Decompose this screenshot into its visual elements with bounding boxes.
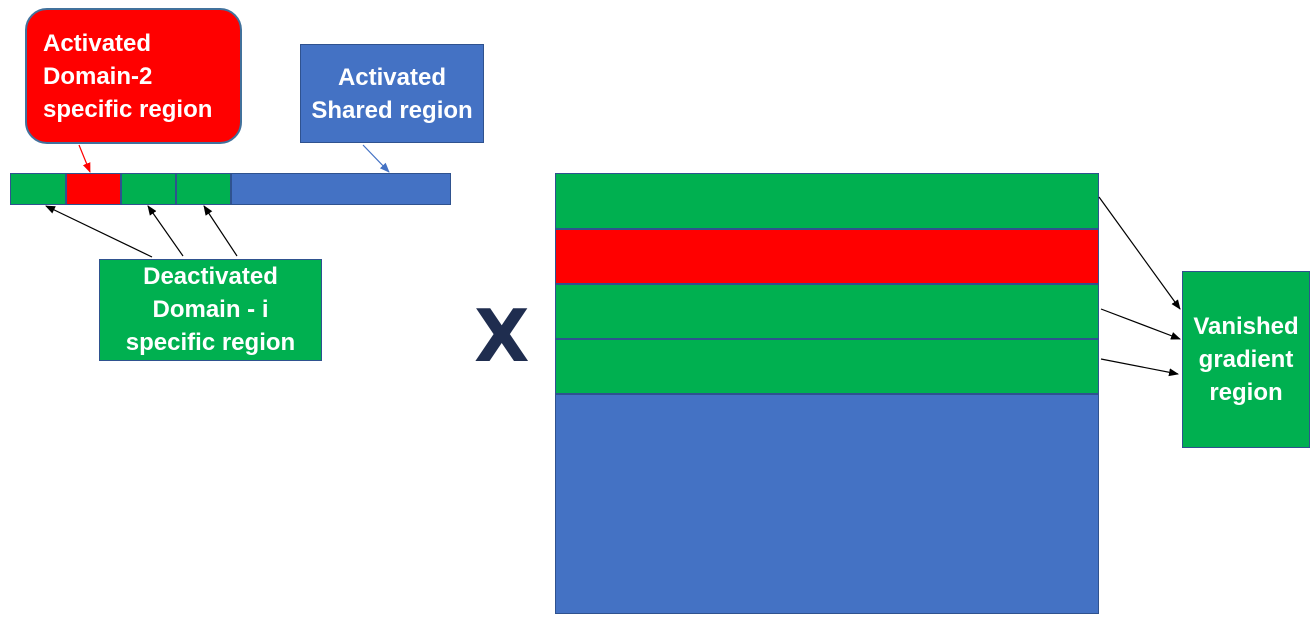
- activated-domain2-line2: Domain-2: [43, 63, 153, 90]
- vector-segment-domain-1: [10, 173, 66, 205]
- vector-segment-domain-2: [66, 173, 121, 205]
- vanished-gradient-label: Vanished gradient region: [1182, 271, 1310, 448]
- arrow-row3-to-vanished: [1100, 308, 1181, 340]
- arrow-deactivated-to-seg3: [147, 205, 184, 257]
- deactivated-line3: specific region: [125, 329, 296, 356]
- activated-domain2-line1: Activated: [43, 30, 152, 57]
- matrix-row-domain-4: [555, 339, 1099, 394]
- deactivated-domain-i-label: Deactivated Domain - i specific region: [99, 259, 322, 361]
- deactivated-line1: Deactivated: [143, 263, 278, 290]
- activated-shared-line1: Activated: [337, 64, 447, 91]
- activated-domain2-label: Activated Domain-2 specific region: [25, 8, 242, 144]
- activated-domain2-line3: specific region: [43, 96, 213, 123]
- deactivated-line2: Domain - i: [152, 296, 269, 323]
- arrow-shared-to-segment: [362, 144, 390, 173]
- vanished-line2: gradient: [1198, 346, 1294, 373]
- activated-shared-line2: Shared region: [311, 97, 473, 124]
- matrix-row-shared: [555, 394, 1099, 614]
- multiply-operator: X: [474, 294, 530, 378]
- arrow-domain2-to-segment: [78, 144, 91, 173]
- arrow-row1-to-vanished: [1098, 196, 1181, 310]
- matrix-row-domain-1: [555, 173, 1099, 229]
- matrix-row-domain-2: [555, 229, 1099, 284]
- arrow-row4-to-vanished: [1100, 358, 1179, 377]
- vanished-line1: Vanished: [1193, 313, 1299, 340]
- vector-segment-shared: [231, 173, 451, 205]
- weight-matrix: [555, 173, 1099, 614]
- input-vector: [10, 173, 451, 205]
- arrow-deactivated-to-seg1: [45, 205, 153, 258]
- vector-segment-domain-3: [121, 173, 176, 205]
- vanished-line3: region: [1209, 379, 1283, 406]
- vector-segment-domain-4: [176, 173, 231, 205]
- activated-shared-label: Activated Shared region: [300, 44, 484, 143]
- matrix-row-domain-3: [555, 284, 1099, 339]
- arrow-deactivated-to-seg4: [203, 205, 238, 257]
